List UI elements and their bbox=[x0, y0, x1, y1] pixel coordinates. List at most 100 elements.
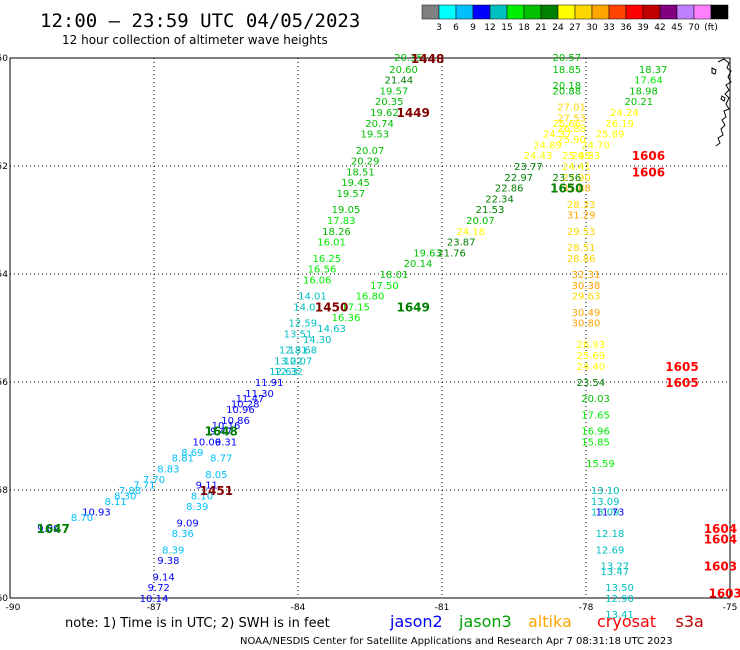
wave-height-label: 12.69 bbox=[596, 545, 625, 556]
wave-height-label: 20.88 bbox=[552, 86, 581, 97]
wave-height-label: 16.56 bbox=[308, 265, 337, 276]
wave-height-label: 8.39 bbox=[186, 502, 208, 513]
wave-height-label: 8.83 bbox=[157, 464, 179, 475]
wave-height-label: 19.05 bbox=[332, 205, 361, 216]
pass-time-label: 1649 bbox=[396, 300, 429, 314]
wave-height-label: 25.69 bbox=[576, 351, 605, 362]
pass-time-label: 1605 bbox=[665, 376, 698, 390]
wave-height-label: 24.43 bbox=[524, 151, 553, 162]
wave-height-label: 9.31 bbox=[215, 437, 237, 448]
wave-height-label: 8.77 bbox=[210, 454, 232, 465]
pass-time-label: 1650 bbox=[550, 182, 583, 196]
wave-height-label: 12.07 bbox=[284, 356, 313, 367]
wave-height-label: 16.36 bbox=[332, 313, 361, 324]
pass-time-label: 1606 bbox=[632, 165, 665, 179]
wave-height-label: 16.25 bbox=[312, 254, 341, 265]
color-tick-label: 30 bbox=[586, 23, 598, 33]
wave-height-label: 32.31 bbox=[572, 270, 601, 281]
pass-time-label: 1648 bbox=[204, 425, 237, 439]
color-swatch bbox=[421, 4, 440, 20]
wave-height-label: 17.83 bbox=[327, 216, 356, 227]
wave-height-label: 13.68 bbox=[288, 346, 317, 357]
color-swatch bbox=[557, 4, 576, 20]
wave-height-values: 20.3520.6021.4419.5720.3519.6220.7419.53… bbox=[37, 53, 667, 621]
wave-height-label: 24.70 bbox=[581, 140, 610, 151]
wave-height-label: 19.57 bbox=[380, 86, 409, 97]
wave-height-label: 19.63 bbox=[413, 248, 442, 259]
wave-height-label: 19.57 bbox=[336, 189, 365, 200]
pass-time-label: 1448 bbox=[411, 52, 444, 66]
wave-height-label: 17.65 bbox=[581, 410, 610, 421]
wave-height-label: 13.47 bbox=[600, 567, 629, 578]
y-tick-label: -56 bbox=[0, 378, 8, 388]
wave-height-label: 31.88 bbox=[562, 184, 591, 195]
wave-height-label: 30.49 bbox=[572, 308, 601, 319]
wave-height-label: 9.38 bbox=[157, 556, 179, 567]
y-tick-label: -52 bbox=[0, 162, 8, 172]
wave-height-label: 13.50 bbox=[605, 583, 634, 594]
wave-height-label: 29.63 bbox=[572, 292, 601, 303]
wave-height-label: 20.18 bbox=[552, 81, 581, 92]
wave-height-label: 31.29 bbox=[567, 211, 596, 222]
wave-height-label: 8.69 bbox=[181, 448, 203, 459]
color-swatch bbox=[455, 4, 474, 20]
x-tick-label: -78 bbox=[579, 603, 594, 613]
wave-height-label: 20.07 bbox=[466, 216, 495, 227]
chart-title: 12:00 – 23:59 UTC 04/05/2023 bbox=[40, 10, 360, 32]
pass-time-label: 1647 bbox=[36, 522, 69, 536]
wave-height-label: 16.06 bbox=[303, 275, 332, 286]
wave-height-label: 13.10 bbox=[591, 486, 620, 497]
wave-height-label: 24.24 bbox=[610, 108, 639, 119]
wave-height-label: 13.27 bbox=[600, 562, 629, 573]
color-swatch bbox=[676, 4, 695, 20]
pass-time-labels: 1448 1449 1450 1451 1647 1648 1649 1650 1606 1606… bbox=[36, 52, 740, 601]
y-tick-label: -54 bbox=[0, 270, 8, 280]
wave-height-label: 21.53 bbox=[476, 205, 505, 216]
wave-height-label: 20.03 bbox=[581, 394, 610, 405]
wave-height-label: 12.90 bbox=[605, 594, 634, 605]
wave-height-label: 13.09 bbox=[591, 508, 620, 519]
plot-area: 20.3520.6021.4419.5720.3519.6220.7419.53… bbox=[0, 52, 740, 621]
wave-height-label: 8.10 bbox=[191, 491, 213, 502]
wave-height-label: 24.37 bbox=[543, 130, 572, 141]
wave-height-label: 20.14 bbox=[404, 259, 433, 270]
wave-height-label: 7.71 bbox=[133, 481, 155, 492]
wave-height-label: 23.54 bbox=[576, 378, 605, 389]
wave-height-label: 30.38 bbox=[572, 281, 601, 292]
color-tick-label: 9 bbox=[470, 23, 476, 33]
color-tick-label: 70 bbox=[688, 23, 700, 33]
color-swatch bbox=[608, 4, 627, 20]
wave-height-label: 8.70 bbox=[71, 513, 93, 524]
wave-height-label: 10.16 bbox=[212, 421, 241, 432]
grid-lines bbox=[10, 58, 730, 598]
wave-height-label: 18.51 bbox=[346, 167, 375, 178]
wave-height-label: 9.11 bbox=[196, 481, 218, 492]
wave-height-label: 12.32 bbox=[274, 367, 303, 378]
color-swatch bbox=[523, 4, 542, 20]
y-tick-label: -60 bbox=[0, 594, 8, 604]
x-tick-label: -84 bbox=[291, 603, 306, 613]
wave-height-label: 28.86 bbox=[567, 254, 596, 265]
color-tick-label: 33 bbox=[603, 23, 614, 33]
wave-height-label: 27.01 bbox=[557, 103, 586, 114]
wave-height-label: 7.88 bbox=[119, 486, 141, 497]
satellite-name-s3a: s3a bbox=[676, 612, 704, 631]
pass-time-label: 1451 bbox=[200, 484, 233, 498]
wave-height-label: 20.35 bbox=[375, 97, 404, 108]
color-tick-label: 27 bbox=[569, 23, 580, 33]
wave-height-label: 22.86 bbox=[495, 184, 524, 195]
wave-height-label: 12.81 bbox=[279, 346, 308, 357]
wave-height-label: 14.63 bbox=[317, 324, 346, 335]
wave-height-label: 25.99 bbox=[562, 151, 591, 162]
color-legend: 3 6 9 12 15 18 21 24 27 30 33 36 39 42 45 70 (ft) bbox=[421, 4, 729, 33]
pass-time-label: 1604 bbox=[704, 533, 737, 547]
satellite-legend: jason2 jason3 altika cryosat s3a bbox=[389, 612, 704, 631]
pass-time-label: 1450 bbox=[315, 300, 348, 314]
pass-time-label: 1449 bbox=[396, 106, 429, 120]
wave-height-label: 26.93 bbox=[576, 340, 605, 351]
wave-height-label: 12.18 bbox=[596, 529, 625, 540]
wave-height-label: 10.93 bbox=[82, 508, 111, 519]
footer-note: note: 1) Time is in UTC; 2) SWH is in fe… bbox=[65, 616, 330, 631]
color-swatch bbox=[506, 4, 525, 20]
wave-height-label: 10.14 bbox=[140, 594, 169, 605]
